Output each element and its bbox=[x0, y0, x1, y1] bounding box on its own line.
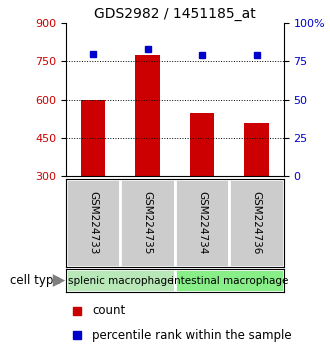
Text: GSM224734: GSM224734 bbox=[197, 191, 207, 255]
Text: intestinal macrophage: intestinal macrophage bbox=[171, 275, 288, 286]
Bar bbox=[66, 269, 175, 292]
Bar bbox=[175, 179, 229, 267]
Bar bbox=[175, 269, 284, 292]
Text: percentile rank within the sample: percentile rank within the sample bbox=[92, 329, 292, 342]
Bar bbox=[81, 100, 106, 176]
Bar bbox=[66, 179, 120, 267]
Bar bbox=[135, 55, 160, 176]
Bar bbox=[190, 113, 214, 176]
Text: GSM224736: GSM224736 bbox=[251, 191, 262, 255]
Text: GSM224735: GSM224735 bbox=[143, 191, 153, 255]
Text: splenic macrophage: splenic macrophage bbox=[68, 275, 173, 286]
Bar bbox=[120, 179, 175, 267]
Text: cell type: cell type bbox=[10, 274, 60, 287]
Bar bbox=[244, 122, 269, 176]
Text: GSM224733: GSM224733 bbox=[88, 191, 98, 255]
Bar bbox=[229, 179, 284, 267]
Text: count: count bbox=[92, 304, 125, 318]
Title: GDS2982 / 1451185_at: GDS2982 / 1451185_at bbox=[94, 7, 256, 21]
